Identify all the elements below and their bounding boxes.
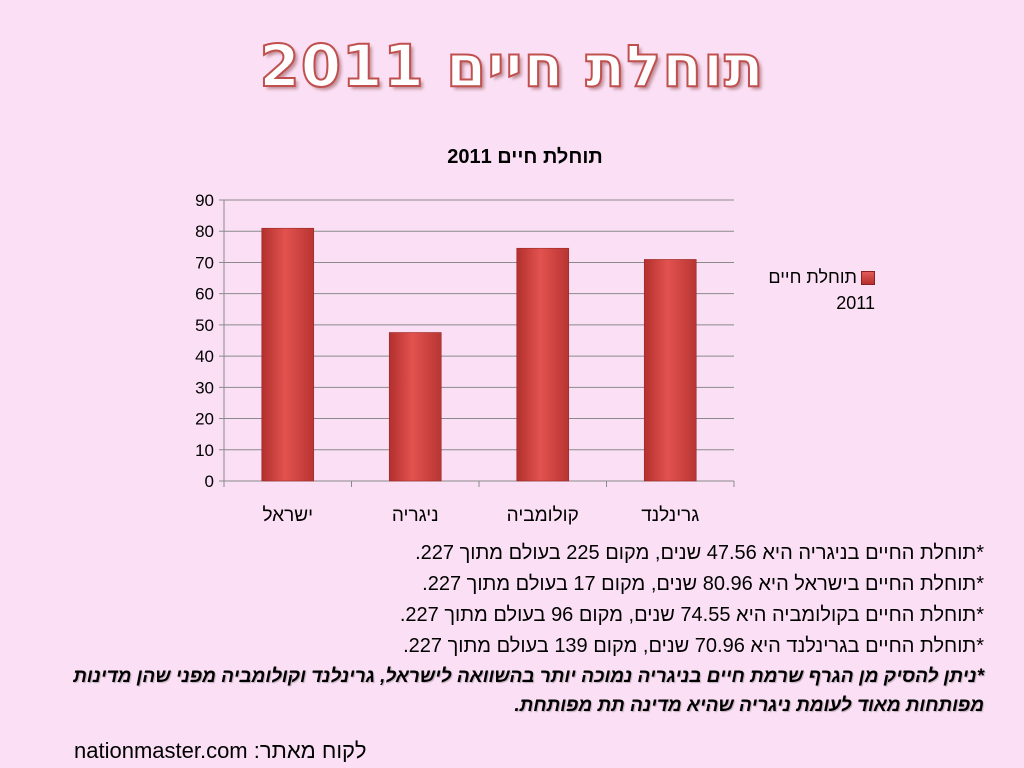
bar	[388, 332, 442, 482]
chart-title: תוחלת חיים 2011	[447, 146, 603, 168]
legend-label-line2: 2011	[836, 293, 875, 313]
y-tick-label: 30	[195, 378, 214, 397]
legend-swatch	[861, 271, 875, 286]
slide-title: תוחלת חיים 2011	[258, 31, 765, 101]
bar	[643, 259, 697, 482]
legend-label-line1: תוחלת חיים	[768, 267, 857, 287]
y-tick-label: 0	[205, 472, 214, 491]
bar	[261, 227, 315, 482]
notes-block: *תוחלת החיים בניגריה היא 47.56 שנים, מקו…	[24, 538, 984, 720]
y-tick-label: 80	[195, 222, 214, 241]
x-tick-label: גרינלנד	[641, 505, 699, 526]
conclusion-text: *ניתן להסיק מן הגרף שרמת חיים בניגריה נמ…	[73, 666, 984, 716]
chart-legend: תוחלת חיים 2011	[740, 264, 875, 316]
y-tick-label: 50	[195, 316, 214, 335]
note-israel: *תוחלת החיים בישראל היא 80.96 שנים, מקום…	[422, 573, 984, 595]
y-tick-label: 70	[195, 253, 214, 272]
note-greenland: *תוחלת החיים בגרינלנד היא 70.96 שנים, מק…	[403, 635, 984, 657]
note-colombia: *תוחלת החיים בקולומביה היא 74.55 שנים, מ…	[399, 604, 984, 626]
x-tick-label: קולומביה	[507, 505, 579, 526]
y-tick-label: 90	[195, 191, 214, 210]
y-tick-label: 10	[195, 441, 214, 460]
y-tick-label: 20	[195, 410, 214, 429]
y-tick-label: 60	[195, 285, 214, 304]
y-tick-label: 40	[195, 347, 214, 366]
x-tick-label: ניגריה	[392, 505, 439, 526]
source-credit: לקוח מאתר: nationmaster.com	[74, 738, 367, 763]
x-tick-label: ישראל	[262, 505, 313, 526]
note-nigeria: *תוחלת החיים בניגריה היא 47.56 שנים, מקו…	[415, 542, 984, 564]
bar	[516, 247, 570, 482]
